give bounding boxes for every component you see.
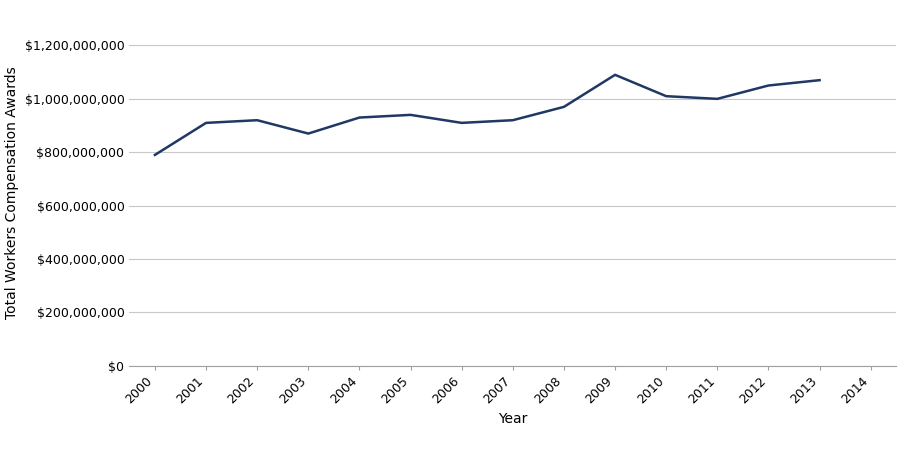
Y-axis label: Total Workers Compensation Awards: Total Workers Compensation Awards	[5, 66, 19, 318]
X-axis label: Year: Year	[498, 412, 528, 426]
